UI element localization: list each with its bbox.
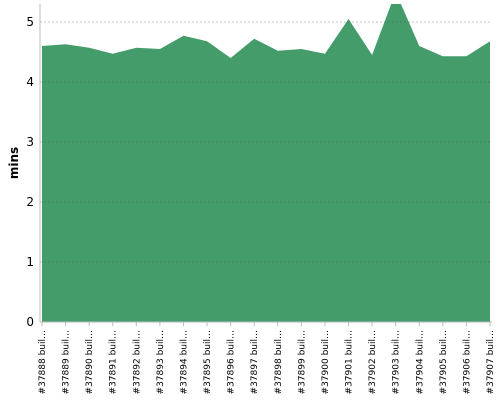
y-tick-label: 5 [26, 15, 34, 29]
x-tick-label: #37898 buil… [274, 330, 284, 394]
x-tick-label: #37907 buil… [486, 330, 496, 394]
x-tick-label: #37902 buil… [368, 330, 378, 394]
x-tick-label: #37891 buil… [109, 330, 119, 394]
x-tick-label: #37895 buil… [203, 330, 213, 394]
x-tick-label: #37903 buil… [392, 330, 402, 394]
x-tick-label: #37890 buil… [85, 330, 95, 394]
x-tick-label: #37901 buil… [345, 330, 355, 394]
x-tick-label: #37896 buil… [227, 330, 237, 394]
x-tick-label: #37893 buil… [156, 330, 166, 394]
x-tick-label: #37900 buil… [321, 330, 331, 394]
x-tick-label: #37889 buil… [62, 330, 72, 394]
x-tick-label: #37905 buil… [439, 330, 449, 394]
x-tick-label: #37897 buil… [250, 330, 260, 394]
x-tick-label: #37904 buil… [415, 330, 425, 394]
x-tick-label: #37892 buil… [132, 330, 142, 394]
y-tick-label: 1 [26, 255, 34, 269]
y-tick-label: 2 [26, 195, 34, 209]
y-tick-label: 3 [26, 135, 34, 149]
y-tick-label: 4 [26, 75, 34, 89]
y-axis-label: mins [7, 147, 21, 179]
x-tick-label: #37888 buil… [38, 330, 48, 394]
x-tick-label: #37894 buil… [179, 330, 189, 394]
y-tick-label: 0 [26, 315, 34, 329]
x-tick-label: #37906 buil… [462, 330, 472, 394]
x-tick-label: #37899 buil… [297, 330, 307, 394]
area [42, 4, 490, 322]
